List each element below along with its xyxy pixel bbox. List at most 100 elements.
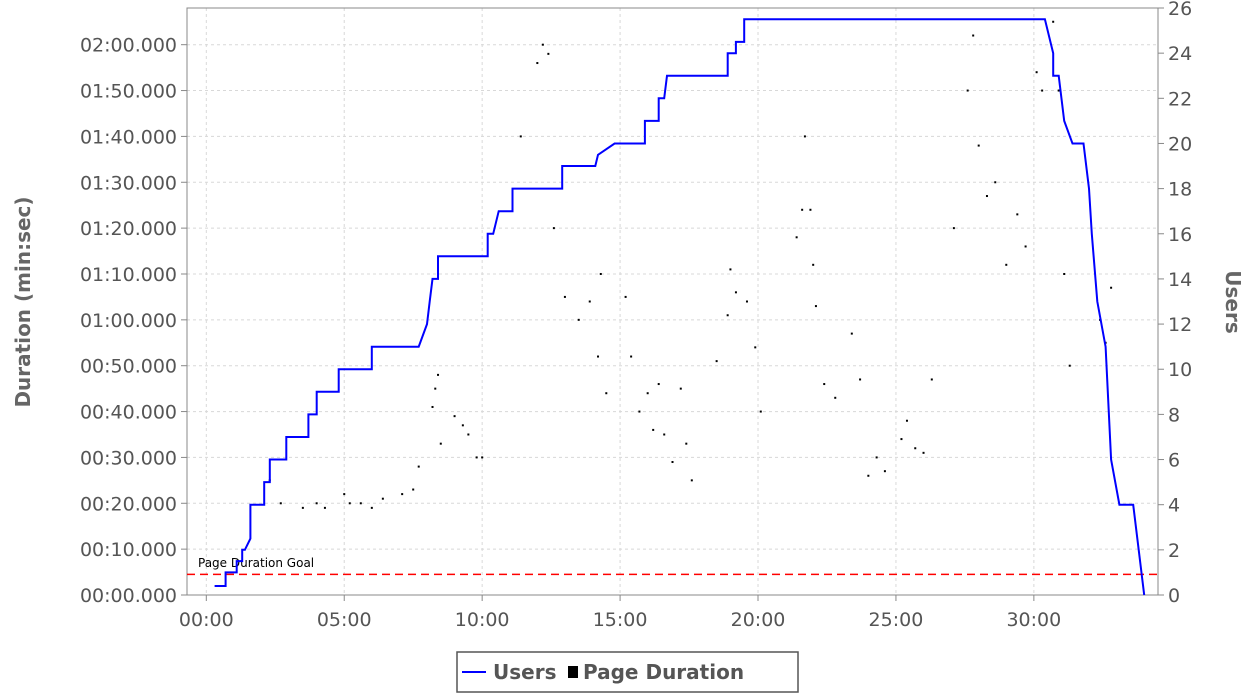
y2-axis-title: Users (1221, 270, 1245, 333)
x-tick-label: 00:00 (179, 609, 234, 631)
page-duration-point (1068, 364, 1071, 367)
page-duration-point (536, 62, 539, 65)
page-duration-point (729, 268, 732, 271)
page-duration-point (859, 378, 862, 381)
page-duration-point (453, 415, 456, 418)
page-duration-point (381, 497, 384, 500)
page-duration-point (475, 456, 478, 459)
page-duration-point (715, 360, 718, 363)
page-duration-point (461, 424, 464, 427)
page-duration-series (268, 20, 1113, 509)
legend: Users Page Duration (456, 651, 799, 693)
legend-duration-swatch (568, 666, 578, 678)
y-tick-label: 00:20.000 (80, 493, 177, 515)
y-tick-label: 01:20.000 (80, 218, 177, 240)
page-duration-point (905, 419, 908, 422)
legend-box (456, 651, 799, 693)
page-duration-point (930, 378, 933, 381)
page-duration-point (795, 236, 798, 239)
y2-tick-label: 4 (1168, 495, 1180, 517)
page-duration-point (605, 392, 608, 395)
page-duration-point (922, 451, 925, 454)
page-duration-point (1016, 213, 1019, 216)
bottom-axis: 00:00 05:00 10:00 15:00 20:00 25:00 30:00 (179, 595, 1061, 631)
goal-label: Page Duration Goal (198, 556, 314, 570)
y-tick-label: 00:50.000 (80, 356, 177, 378)
grid (187, 8, 1158, 596)
page-duration-point (759, 410, 762, 413)
y-axis-title: Duration (min:sec) (11, 196, 35, 407)
page-duration-point (1110, 286, 1113, 289)
page-duration-point (1057, 89, 1060, 92)
page-duration-point (726, 314, 729, 317)
page-duration-point (679, 387, 682, 390)
page-duration-point (301, 506, 304, 509)
y2-tick-label: 12 (1168, 314, 1192, 336)
x-tick-label: 20:00 (731, 609, 786, 631)
x-tick-label: 10:00 (455, 609, 510, 631)
y2-tick-label: 24 (1168, 43, 1192, 65)
page-duration-point (323, 506, 326, 509)
page-duration-point (348, 502, 351, 505)
page-duration-point (834, 396, 837, 399)
page-duration-point (867, 474, 870, 477)
page-duration-point (1052, 20, 1055, 23)
page-duration-point (279, 502, 282, 505)
page-duration-point (638, 410, 641, 413)
page-duration-point (801, 208, 804, 211)
users-series-line (214, 18, 1146, 596)
page-duration-point (663, 433, 666, 436)
y2-tick-label: 22 (1168, 88, 1192, 110)
page-duration-point (417, 465, 420, 468)
page-duration-point (412, 488, 415, 491)
page-duration-point (875, 456, 878, 459)
y-tick-label: 00:40.000 (80, 402, 177, 424)
y2-tick-label: 26 (1168, 0, 1192, 20)
page-duration-point (401, 493, 404, 496)
page-duration-point (563, 295, 566, 298)
y2-tick-label: 6 (1168, 450, 1180, 472)
page-duration-point (812, 263, 815, 266)
y2-tick-label: 0 (1168, 585, 1180, 607)
page-duration-point (597, 355, 600, 358)
page-duration-point (519, 135, 522, 138)
left-axis: 00:00.000 00:10.000 00:20.000 00:30.000 00:4… (80, 35, 187, 607)
legend-duration-label: Page Duration (583, 660, 744, 684)
page-duration-point (745, 300, 748, 303)
y-tick-label: 01:00.000 (80, 310, 177, 332)
page-duration-point (966, 89, 969, 92)
page-duration-point (315, 502, 318, 505)
page-duration-point (624, 295, 627, 298)
y-tick-label: 01:10.000 (80, 264, 177, 286)
y2-tick-label: 18 (1168, 179, 1192, 201)
page-duration-point (359, 502, 362, 505)
page-duration-point (754, 346, 757, 349)
page-duration-point (439, 442, 442, 445)
page-duration-point (630, 355, 633, 358)
page-duration-point (985, 195, 988, 198)
y2-tick-label: 16 (1168, 224, 1192, 246)
y-tick-label: 01:40.000 (80, 126, 177, 148)
y2-tick-label: 20 (1168, 133, 1192, 155)
page-duration-point (814, 305, 817, 308)
page-duration-point (809, 208, 812, 211)
y-tick-label: 00:10.000 (80, 539, 177, 561)
page-duration-point (588, 300, 591, 303)
y-tick-label: 00:30.000 (80, 447, 177, 469)
page-duration-point (370, 506, 373, 509)
page-duration-point (541, 43, 544, 46)
page-duration-point (883, 470, 886, 473)
page-duration-point (914, 447, 917, 450)
page-duration-point (1063, 272, 1066, 275)
page-duration-point (690, 479, 693, 482)
y-tick-label: 01:30.000 (80, 172, 177, 194)
page-duration-point (434, 387, 437, 390)
page-duration-point (671, 461, 674, 464)
page-duration-point (646, 392, 649, 395)
page-duration-point (803, 135, 806, 138)
page-duration-point (552, 227, 555, 230)
y2-tick-label: 2 (1168, 540, 1180, 562)
page-duration-point (734, 291, 737, 294)
